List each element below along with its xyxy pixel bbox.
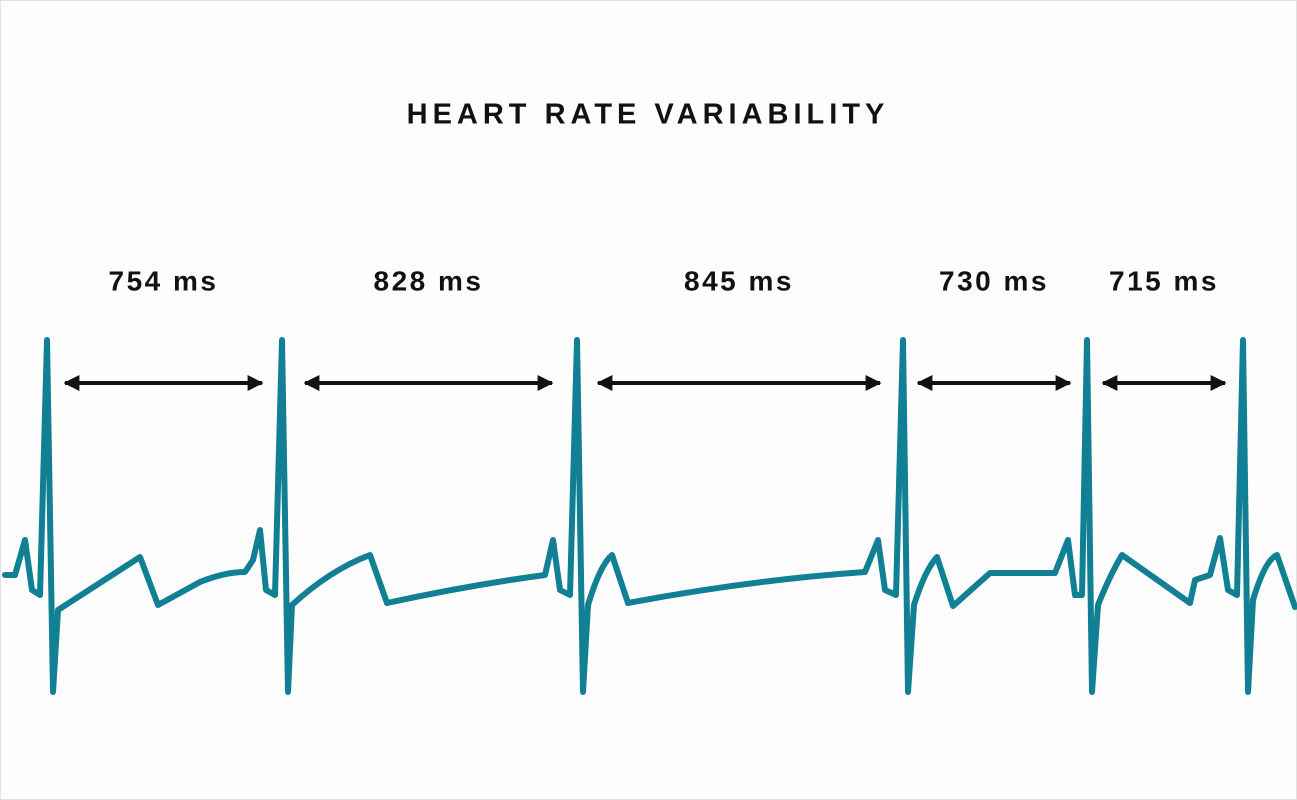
interval-label: 754 ms (109, 265, 219, 296)
interval-label: 828 ms (374, 265, 484, 296)
ecg-waveform (2, 337, 1297, 695)
intervals: 754 ms 828 ms 845 ms 730 ms 715 ms (63, 265, 1227, 391)
interval-label: 715 ms (1109, 265, 1219, 296)
title: HEART RATE VARIABILITY (407, 99, 890, 131)
interval-label: 730 ms (939, 265, 1049, 296)
interval-label: 845 ms (684, 265, 794, 296)
